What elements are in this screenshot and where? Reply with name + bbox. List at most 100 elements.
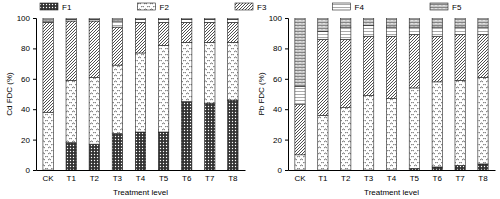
bar-segment bbox=[135, 53, 145, 132]
bar-segment bbox=[112, 65, 122, 133]
bar-segment bbox=[112, 18, 122, 21]
x-axis-line bbox=[37, 170, 246, 171]
y-tick bbox=[33, 79, 36, 80]
y-tick-group: 20 bbox=[21, 136, 36, 145]
bar-segment bbox=[478, 77, 488, 164]
bar-segment bbox=[341, 18, 351, 27]
bar-segment bbox=[43, 112, 53, 170]
bar-segment bbox=[228, 18, 238, 20]
x-tick-label: T5 bbox=[410, 174, 420, 183]
legend-item: F3 bbox=[235, 3, 267, 12]
bar-segment bbox=[135, 132, 145, 170]
bar-segment bbox=[295, 155, 305, 170]
bar-segment bbox=[205, 23, 215, 43]
y-tick-group: 80 bbox=[273, 44, 288, 53]
bar-segment bbox=[409, 88, 419, 169]
legend-item: F2 bbox=[138, 3, 170, 12]
bar-segment bbox=[112, 21, 122, 27]
y-tick bbox=[33, 18, 36, 19]
y-axis: 020406080100 bbox=[17, 14, 37, 175]
y-tick bbox=[285, 170, 288, 171]
y-tick bbox=[33, 109, 36, 110]
y-tick-group: 20 bbox=[273, 136, 288, 145]
legend-item: F4 bbox=[333, 3, 365, 12]
x-tick-label: T2 bbox=[90, 174, 100, 183]
bar-segment bbox=[66, 80, 76, 142]
bar-segment bbox=[205, 103, 215, 170]
x-tick-group: T2 bbox=[90, 170, 100, 183]
legend-label: F4 bbox=[355, 3, 365, 12]
bar-segment bbox=[318, 39, 328, 115]
bar-segment bbox=[228, 20, 238, 23]
bar-segment bbox=[181, 42, 191, 101]
bar-segment bbox=[432, 167, 442, 170]
y-tick bbox=[285, 18, 288, 19]
figure: 020406080100CKT1T2T3T4T5T6T7T8Treatment … bbox=[0, 0, 500, 199]
x-tick-group: CK bbox=[294, 170, 306, 183]
bar-segment bbox=[181, 20, 191, 23]
bar-segment bbox=[43, 18, 53, 21]
x-axis: CKT1T2T3T4T5T6T7T8 bbox=[289, 170, 496, 183]
bar-segment bbox=[363, 18, 373, 26]
bar-segment bbox=[386, 99, 396, 170]
bar-segment bbox=[455, 35, 465, 81]
x-tick-label: T3 bbox=[364, 174, 374, 183]
y-axis-line bbox=[33, 19, 37, 171]
legend-swatch bbox=[333, 3, 351, 10]
y-tick bbox=[33, 140, 36, 141]
y-tick-label: 20 bbox=[21, 136, 30, 145]
panel: 020406080100CKT1T2T3T4T5T6T7T8Treatment … bbox=[257, 14, 496, 197]
x-tick-label: T3 bbox=[113, 174, 123, 183]
bar-segment bbox=[181, 23, 191, 43]
bar-segment bbox=[341, 27, 351, 39]
bar-segment bbox=[455, 165, 465, 170]
bar-segment bbox=[478, 27, 488, 35]
panel: 020406080100CKT1T2T3T4T5T6T7T8Treatment … bbox=[5, 14, 246, 197]
bar-segment bbox=[89, 18, 99, 20]
bar-segment bbox=[158, 23, 168, 46]
y-axis: 0 20 40 60 80 100 bbox=[269, 14, 289, 175]
bar-segment bbox=[386, 27, 396, 36]
bar-segment bbox=[341, 39, 351, 107]
x-tick-group: T4 bbox=[136, 170, 146, 183]
legend-swatch bbox=[235, 3, 253, 10]
x-tick-group: T8 bbox=[478, 170, 488, 183]
x-tick-group: T6 bbox=[182, 170, 192, 183]
bar-segment bbox=[66, 21, 76, 80]
x-tick-label: T2 bbox=[341, 174, 351, 183]
bar-segment bbox=[89, 144, 99, 170]
legend-label: F2 bbox=[160, 3, 170, 12]
x-tick-group: T7 bbox=[455, 170, 465, 183]
x-tick-label: T6 bbox=[433, 174, 443, 183]
bar-segment bbox=[455, 27, 465, 35]
x-tick-group: T5 bbox=[410, 170, 420, 183]
y-tick-label: 60 bbox=[21, 75, 30, 84]
x-tick-group: T5 bbox=[159, 170, 169, 183]
x-tick-group: T4 bbox=[387, 170, 397, 183]
bar-segment bbox=[341, 108, 351, 170]
legend: F1F2F3F4F5 bbox=[40, 3, 462, 12]
bar-segment bbox=[295, 105, 305, 155]
y-tick-label: 60 bbox=[273, 75, 282, 84]
bar-segment bbox=[205, 42, 215, 103]
legend-swatch bbox=[430, 3, 448, 10]
y-tick-group: 100 bbox=[269, 14, 288, 23]
y-axis-line bbox=[285, 19, 289, 171]
bar-segment bbox=[318, 32, 328, 40]
bar-segment bbox=[66, 143, 76, 170]
bar-segment bbox=[409, 35, 419, 88]
x-tick-label: T7 bbox=[455, 174, 465, 183]
legend-item: F1 bbox=[40, 3, 72, 12]
y-tick-label: 20 bbox=[273, 136, 282, 145]
y-tick-group: 40 bbox=[273, 105, 288, 114]
y-tick-label: 40 bbox=[273, 105, 282, 114]
x-tick-label: T8 bbox=[228, 174, 238, 183]
legend-label: F3 bbox=[257, 3, 267, 12]
bar-segment bbox=[455, 80, 465, 165]
y-tick-group: 60 bbox=[21, 75, 36, 84]
x-tick-group: CK bbox=[43, 170, 55, 183]
y-tick-group: 100 bbox=[17, 14, 36, 23]
y-tick-label: 100 bbox=[269, 14, 283, 23]
y-tick-label: 0 bbox=[278, 166, 283, 175]
y-tick bbox=[33, 170, 36, 171]
